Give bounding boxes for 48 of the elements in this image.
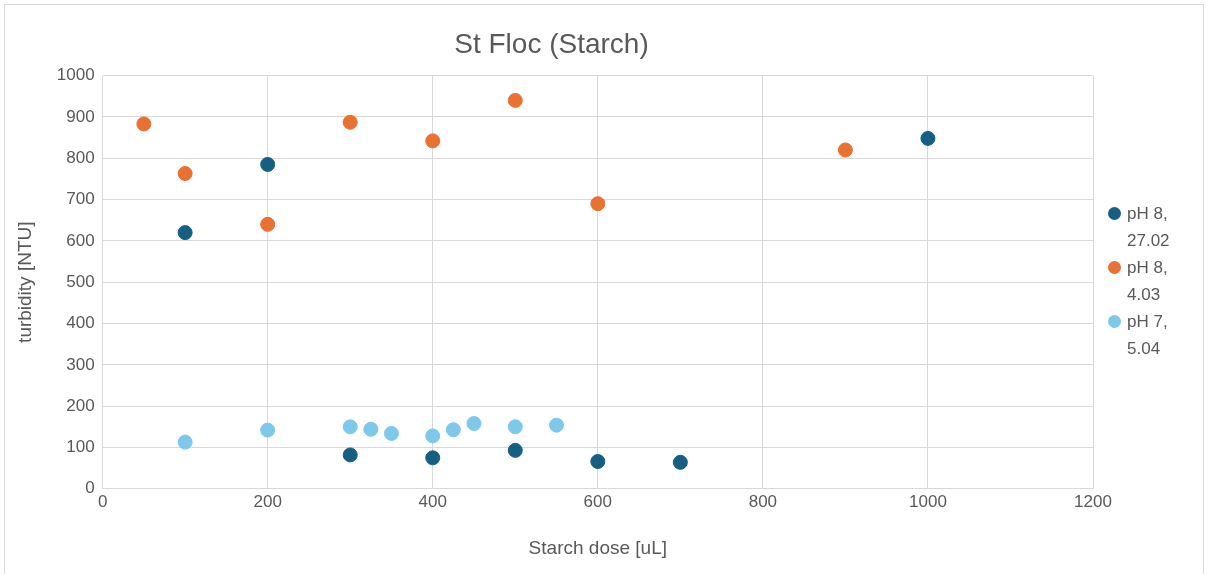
x-tick-label: 1200	[1074, 491, 1112, 511]
point	[425, 133, 441, 149]
x-tick-label: 1000	[909, 491, 947, 511]
x-tick-label: 400	[418, 491, 447, 511]
chart-title: St Floc (Starch)	[454, 27, 649, 59]
point	[342, 114, 358, 130]
y-tick-label: 1000	[56, 65, 95, 85]
point	[342, 419, 358, 435]
point	[590, 196, 606, 212]
x-tick-label: 600	[583, 491, 612, 511]
point	[507, 442, 523, 458]
legend-label: pH 7, 5.04	[1127, 311, 1169, 360]
point	[425, 428, 441, 444]
point	[507, 419, 523, 435]
point	[445, 422, 461, 438]
x-tick-label: 200	[253, 491, 282, 511]
point	[342, 447, 358, 463]
point	[260, 156, 276, 172]
point	[177, 434, 193, 450]
y-tick-label: 200	[66, 395, 95, 415]
point	[466, 416, 482, 432]
point	[672, 454, 688, 470]
point	[549, 417, 565, 433]
point	[177, 225, 193, 241]
y-tick-label: 300	[66, 354, 95, 374]
point	[177, 166, 193, 182]
y-tick-label: 100	[66, 437, 95, 457]
y-tick-label: 500	[66, 271, 95, 291]
point	[260, 216, 276, 232]
point	[136, 116, 152, 132]
point	[837, 142, 853, 158]
point	[425, 450, 441, 466]
point	[260, 422, 276, 438]
y-tick-label: 900	[66, 106, 95, 126]
x-tick-label: 0	[97, 491, 108, 511]
y-axis-title: turbidity [NTU]	[13, 221, 35, 343]
y-tick-label: 600	[66, 230, 95, 250]
y-tick-label: 800	[66, 147, 95, 167]
y-tick-label: 700	[66, 189, 95, 209]
point	[363, 421, 379, 437]
point	[590, 454, 606, 470]
y-tick-label: 400	[66, 313, 95, 333]
y-tick-label: 0	[85, 478, 95, 498]
point	[383, 425, 399, 441]
x-axis-title: Starch dose [uL]	[528, 536, 667, 558]
point	[920, 130, 936, 146]
point	[507, 92, 523, 108]
x-tick-label: 800	[748, 491, 778, 511]
